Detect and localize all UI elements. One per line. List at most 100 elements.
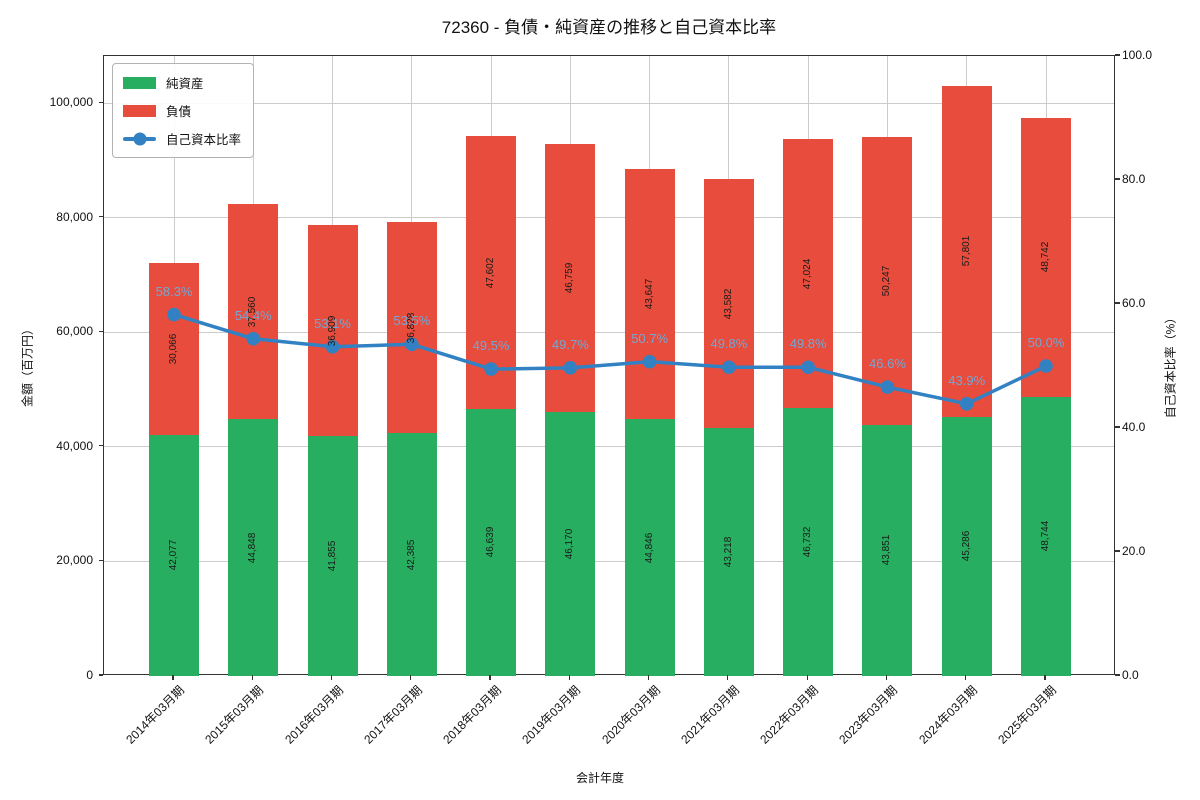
bar-segment-liabilities	[703, 178, 754, 429]
equity-ratio-marker	[563, 361, 578, 375]
x-axis-tick	[410, 675, 412, 680]
bar-segment-liabilities	[386, 222, 437, 434]
x-axis-tick-label: 2025年03月期	[995, 683, 1059, 747]
legend: 純資産 負債 自己資本比率	[112, 63, 255, 158]
x-axis-tick	[965, 675, 967, 680]
right-axis-tick-label: 0.0	[1122, 668, 1139, 682]
gridline-horizontal	[104, 560, 1114, 562]
x-axis-tick-label: 2020年03月期	[598, 683, 663, 747]
net-assets-value-label: 42,385	[405, 539, 417, 570]
bar-segment-net-assets	[1021, 396, 1071, 676]
equity-ratio-point-label: 58.3%	[155, 283, 193, 299]
net-assets-value-label: 46,639	[485, 527, 497, 558]
x-axis-tick-label: 2018年03月期	[440, 683, 504, 747]
legend-item-net-assets: 純資産	[123, 73, 241, 92]
x-axis-tick-label: 2022年03月期	[757, 683, 822, 747]
x-axis-tick-label: 2015年03月期	[202, 683, 267, 747]
net-assets-value-label: 45,286	[960, 531, 972, 562]
bar-segment-net-assets	[149, 434, 199, 676]
left-axis-tick	[98, 445, 103, 447]
left-axis-tick-label: 100,000	[49, 95, 93, 110]
equity-ratio-point-label: 49.8%	[789, 336, 827, 352]
x-axis-title: 会計年度	[575, 771, 625, 785]
net-assets-value-label: 44,846	[643, 532, 655, 563]
x-axis-tick	[568, 675, 570, 680]
legend-label-equity-ratio: 自己資本比率	[166, 133, 242, 147]
liabilities-value-label: 50,247	[881, 265, 893, 297]
right-axis-tick	[1115, 54, 1120, 56]
equity-ratio-point-label: 50.0%	[1027, 335, 1065, 350]
liabilities-swatch-icon	[123, 104, 156, 117]
x-axis-tick	[727, 675, 729, 680]
legend-label-net-assets: 純資産	[166, 77, 204, 91]
bar-segment-liabilities	[228, 203, 279, 420]
right-axis-tick-label: 80.0	[1122, 172, 1146, 186]
x-axis-tick	[330, 675, 333, 680]
liabilities-value-label: 47,024	[802, 258, 814, 289]
right-axis-tick-label: 40.0	[1122, 420, 1146, 434]
liabilities-value-label: 43,647	[643, 278, 655, 310]
x-axis-tick-label: 2024年03月期	[915, 683, 980, 747]
equity-ratio-point-label: 53.1%	[314, 315, 351, 331]
bar-segment-net-assets	[307, 436, 358, 676]
equity-ratio-marker	[959, 397, 974, 411]
liabilities-value-label: 46,759	[564, 262, 576, 293]
left-axis-tick-label: 0	[86, 668, 93, 682]
right-axis-tick	[1115, 426, 1120, 428]
equity-ratio-line	[167, 307, 1053, 411]
equity-ratio-marker	[801, 360, 815, 375]
bar-segment-net-assets	[783, 408, 834, 676]
bar-segment-net-assets	[624, 419, 675, 676]
x-axis-tick-label: 2019年03月期	[519, 683, 584, 747]
x-axis-tick	[489, 675, 491, 680]
x-axis-tick	[1044, 675, 1046, 680]
chart-title: 72360 - 負債・純資産の推移と自己資本比率	[441, 18, 777, 37]
x-axis-tick-label: 2017年03月期	[361, 683, 425, 747]
x-axis-tick	[885, 675, 888, 680]
bar-segment-net-assets	[703, 428, 754, 676]
left-axis-tick	[98, 101, 103, 103]
left-axis-tick-label: 80,000	[56, 209, 93, 224]
left-axis-tick-label: 40,000	[56, 438, 93, 453]
net-assets-value-label: 43,218	[722, 536, 734, 568]
equity-ratio-point-label: 50.7%	[631, 330, 669, 346]
gridline-horizontal	[104, 217, 1114, 219]
x-axis-tick	[648, 675, 650, 680]
x-axis-tick-label: 2021年03月期	[678, 683, 742, 747]
bar-segment-liabilities	[941, 85, 992, 417]
right-axis-title: 自己資本比率（%）	[1163, 311, 1178, 419]
equity-ratio-point-label: 46.6%	[869, 356, 906, 372]
equity-ratio-marker	[246, 331, 261, 346]
net-assets-swatch-icon	[123, 76, 156, 89]
liabilities-value-label: 57,801	[960, 235, 972, 267]
left-axis-tick-label: 20,000	[56, 553, 93, 568]
bar-segment-net-assets	[545, 411, 596, 676]
bar-segment-net-assets	[941, 416, 992, 676]
gridline-horizontal	[104, 102, 1114, 104]
x-axis-tick-label: 2016年03月期	[281, 683, 346, 747]
bar-segment-net-assets	[228, 419, 279, 676]
left-axis-tick	[98, 674, 103, 676]
x-axis-tick	[172, 675, 174, 680]
x-axis-tick-label: 2023年03月期	[836, 683, 901, 747]
equity-ratio-marker	[325, 339, 340, 354]
right-axis-tick	[1115, 178, 1120, 180]
right-axis-tick-label: 60.0	[1122, 296, 1146, 310]
right-axis-tick-label: 20.0	[1122, 544, 1146, 558]
bar-segment-net-assets	[862, 424, 913, 676]
x-axis-tick	[251, 675, 253, 680]
bar-segment-liabilities	[1021, 117, 1071, 397]
bar-segment-net-assets	[466, 408, 517, 676]
bar-segment-net-assets	[386, 433, 437, 676]
right-axis-tick-label: 100.0	[1122, 48, 1153, 62]
right-axis-tick	[1115, 302, 1120, 304]
equity-ratio-marker	[880, 380, 895, 394]
equity-ratio-marker	[1039, 359, 1053, 373]
liabilities-value-label: 30,066	[168, 333, 179, 365]
equity-ratio-point-label: 43.9%	[948, 372, 986, 388]
legend-item-liabilities: 負債	[123, 101, 241, 120]
equity-ratio-point-label: 49.5%	[472, 338, 510, 354]
equity-ratio-polyline	[173, 312, 1047, 406]
bar-segment-liabilities	[862, 137, 913, 425]
